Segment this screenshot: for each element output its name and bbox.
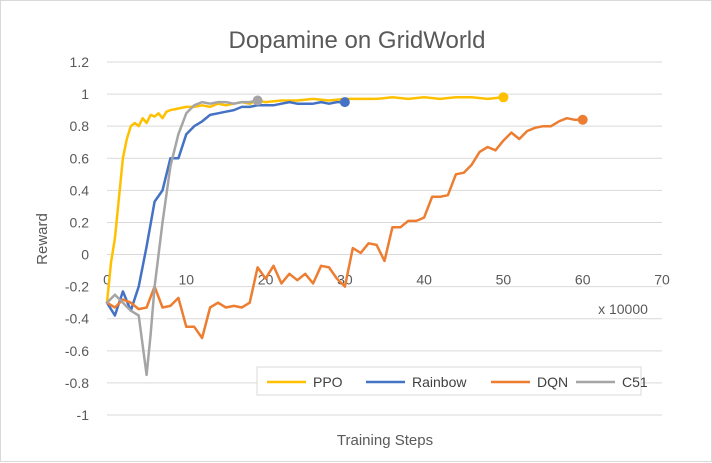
y-tick-label: -0.2: [65, 279, 89, 295]
series-ppo: [105, 92, 509, 304]
y-tick-label: 0.6: [70, 150, 90, 166]
legend-label: DQN: [537, 374, 568, 390]
y-tick-label: 1: [81, 86, 89, 102]
x-tick-label: 40: [416, 272, 432, 288]
series-end-marker: [252, 95, 263, 106]
series-end-marker: [577, 114, 588, 125]
series-rainbow: [105, 97, 350, 317]
series-line: [105, 96, 505, 304]
y-tick-label: -0.4: [65, 311, 89, 327]
y-tick-label: 0.4: [70, 182, 90, 198]
x-tick-label: 0: [103, 272, 111, 288]
legend-label: Rainbow: [412, 374, 467, 390]
x-tick-label: 50: [496, 272, 512, 288]
y-tick-label: 0: [81, 247, 89, 263]
y-tick-label: -1: [77, 407, 90, 423]
x-axis-title: Training Steps: [337, 432, 433, 449]
series-c51: [105, 95, 263, 377]
y-tick-label: -0.8: [65, 375, 89, 391]
x-tick-label: 60: [575, 272, 591, 288]
legend-label: C51: [622, 374, 648, 390]
y-tick-label: 0.2: [70, 214, 90, 230]
y-tick-labels: -1 -0.8 -0.6 -0.4 -0.2 0 0.2 0.4 0.6 0.8 1 1.2: [65, 54, 89, 423]
y-axis-title: Reward: [34, 213, 51, 265]
series-line: [105, 116, 584, 340]
legend-label: PPO: [313, 374, 343, 390]
series-end-marker: [339, 97, 350, 108]
legend: PPO Rainbow DQN C51: [256, 366, 648, 396]
series-line: [105, 99, 259, 377]
series-line: [105, 100, 347, 317]
x-unit-label: x 10000: [598, 301, 648, 317]
series-end-marker: [498, 92, 509, 103]
series-dqn: [105, 114, 588, 340]
grid-lines: [107, 61, 662, 416]
chart-title: Dopamine on GridWorld: [228, 27, 485, 54]
y-tick-label: 0.8: [70, 118, 90, 134]
legend-items: PPO Rainbow DQN C51: [267, 374, 648, 390]
x-tick-label: 10: [178, 272, 194, 288]
y-tick-label: -0.6: [65, 343, 89, 359]
series-lines: [105, 92, 588, 377]
x-tick-label: 70: [654, 272, 670, 288]
y-tick-label: 1.2: [70, 54, 90, 70]
x-tick-labels: 0 10 20 30 40 50 60 70: [103, 272, 670, 288]
